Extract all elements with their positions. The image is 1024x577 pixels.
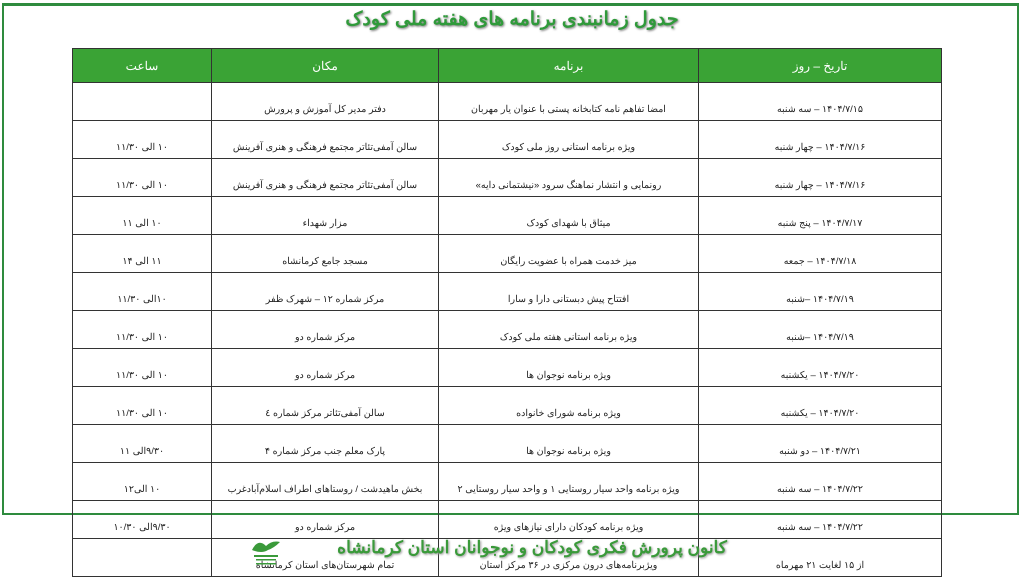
- location-cell: مزار شهداء: [211, 196, 439, 235]
- time-cell: [72, 82, 212, 121]
- header-time: ساعت: [72, 48, 212, 83]
- table-row: ۱۴۰۴/۷/۱۷ – پنج شنبه میثاق با شهدای کودک م…: [72, 196, 942, 235]
- table-row: ۱۴۰۴/۷/۲۰ – یکشنبه ویژه برنامه شورای خانو…: [72, 386, 942, 425]
- location-cell: بخش ماهیدشت / روستاهای اطراف اسلام‌آبادغ…: [211, 462, 439, 501]
- table-row: ۱۴۰۴/۷/۱۶ – چهار شنبه رونمایی و انتشار نم…: [72, 158, 942, 197]
- footer-org-name: کانون پرورش فکری کودکان و نوجوانان استان…: [337, 538, 727, 557]
- location-cell: پارک معلم جنب مرکز شماره ۴: [211, 424, 439, 463]
- location-cell: دفتر مدیر کل آموزش و پرورش: [211, 82, 439, 121]
- location-cell: مرکز شماره دو: [211, 310, 439, 349]
- date-cell: ۱۴۰۴/۷/۲۰ – یکشنبه: [698, 348, 942, 387]
- date-cell: ۱۴۰۴/۷/۱۶ – چهار شنبه: [698, 158, 942, 197]
- table-row: ۱۴۰۴/۷/۱۹ –شنبه ویژه برنامه استانی هفته م…: [72, 310, 942, 349]
- location-cell: سالن آمفی‌تئاتر مجتمع فرهنگی و هنری آفری…: [211, 158, 439, 197]
- date-cell: ۱۴۰۴/۷/۱۹ –شنبه: [698, 310, 942, 349]
- date-cell: ۱۴۰۴/۷/۱۸ – جمعه: [698, 234, 942, 273]
- program-cell: رونمایی و انتشار نماهنگ سرود «نیشتمانی د…: [438, 158, 699, 197]
- location-cell: مرکز شماره دو: [211, 348, 439, 387]
- table-row: ۱۴۰۴/۷/۲۲ – سه شنبه ویژه برنامه کودکان دا…: [72, 500, 942, 539]
- table-row: ۱۴۰۴/۷/۲۱ – دو شنبه ویژه برنامه نوجوان ها…: [72, 424, 942, 463]
- location-cell: سالن آمفی‌تئاتر مجتمع فرهنگی و هنری آفری…: [211, 120, 439, 159]
- date-cell: ۱۴۰۴/۷/۲۲ – سه شنبه: [698, 462, 942, 501]
- time-cell: ۱۰الی ۱۱/۳۰: [72, 272, 212, 311]
- location-cell: مرکز شماره ۱۲ – شهرک ظفر: [211, 272, 439, 311]
- time-cell: ۱۰ الی ۱۱: [72, 196, 212, 235]
- program-cell: امضا تفاهم نامه کتابخانه پستی با عنوان ی…: [438, 82, 699, 121]
- header-location: مکان: [211, 48, 439, 83]
- date-cell: ۱۴۰۴/۷/۱۷ – پنج شنبه: [698, 196, 942, 235]
- time-cell: ۱۰ الی ۱۱/۳۰: [72, 310, 212, 349]
- table-row: ۱۴۰۴/۷/۲۰ – یکشنبه ویژه برنامه نوجوان ها م…: [72, 348, 942, 387]
- program-cell: ویژه برنامه نوجوان ها: [438, 348, 699, 387]
- time-cell: ۱۰ الی ۱۱/۳۰: [72, 386, 212, 425]
- date-cell: ۱۴۰۴/۷/۱۵ – سه شنبه: [698, 82, 942, 121]
- date-cell: ۱۴۰۴/۷/۱۹ –شنبه: [698, 272, 942, 311]
- header-program: برنامه: [438, 48, 699, 83]
- date-cell: ۱۴۰۴/۷/۲۰ – یکشنبه: [698, 386, 942, 425]
- program-cell: ویژه برنامه نوجوان ها: [438, 424, 699, 463]
- schedule-table: تاریخ – روز برنامه مکان ساعت ۱۴۰۴/۷/۱۵ –…: [72, 48, 942, 577]
- program-cell: ویژه برنامه شورای خانواده: [438, 386, 699, 425]
- location-cell: مسجد جامع کرمانشاه: [211, 234, 439, 273]
- program-cell: میز خدمت همراه با عضویت رایگان: [438, 234, 699, 273]
- program-cell: ویژ‌برنامه‌های درون مرکزی در ۳۶ مرکز است…: [438, 538, 699, 577]
- program-cell: ویژه برنامه استانی هفته ملی کودک: [438, 310, 699, 349]
- time-cell: ۱۰ الی ۱۱/۳۰: [72, 120, 212, 159]
- program-cell: ویژه برنامه کودکان دارای نیازهای ویژه: [438, 500, 699, 539]
- time-cell: ۱۱ الی ۱۴: [72, 234, 212, 273]
- table-row: ۱۴۰۴/۷/۱۹ –شنبه افتتاح پیش دبستانی دارا و…: [72, 272, 942, 311]
- location-cell: سالن آمفی‌تئاتر مرکز شماره ٤: [211, 386, 439, 425]
- table-row: ۱۴۰۴/۷/۱۸ – جمعه میز خدمت همراه با عضویت …: [72, 234, 942, 273]
- page-title: جدول زمانبندی برنامه های هفته ملی کودک: [345, 9, 679, 30]
- program-cell: ویژه برنامه واحد سیار روستایی ۱ و واحد س…: [438, 462, 699, 501]
- time-cell: ۹/۳۰الی ۱۱: [72, 424, 212, 463]
- program-cell: افتتاح پیش دبستانی دارا و سارا: [438, 272, 699, 311]
- table-row: ۱۴۰۴/۷/۱۶ – چهار شنبه ویژه برنامه استانی …: [72, 120, 942, 159]
- time-cell: [72, 538, 212, 577]
- header-date: تاریخ – روز: [698, 48, 942, 83]
- kanoon-logo: [252, 541, 280, 565]
- time-cell: ۱۰ الی۱۲: [72, 462, 212, 501]
- table-row: ۱۴۰۴/۷/۱۵ – سه شنبه امضا تفاهم نامه کتابخ…: [72, 82, 942, 121]
- time-cell: ۹/۳۰الی ۱۰/۳۰: [72, 500, 212, 539]
- time-cell: ۱۰ الی ۱۱/۳۰: [72, 348, 212, 387]
- table-header-row: تاریخ – روز برنامه مکان ساعت: [72, 48, 942, 83]
- date-cell: ۱۴۰۴/۷/۲۱ – دو شنبه: [698, 424, 942, 463]
- time-cell: ۱۰ الی ۱۱/۳۰: [72, 158, 212, 197]
- date-cell: ۱۴۰۴/۷/۲۲ – سه شنبه: [698, 500, 942, 539]
- program-cell: ویژه برنامه استانی روز ملی کودک: [438, 120, 699, 159]
- table-row: ۱۴۰۴/۷/۲۲ – سه شنبه ویژه برنامه واحد سیار…: [72, 462, 942, 501]
- date-cell: ۱۴۰۴/۷/۱۶ – چهار شنبه: [698, 120, 942, 159]
- program-cell: میثاق با شهدای کودک: [438, 196, 699, 235]
- location-cell: مرکز شماره دو: [211, 500, 439, 539]
